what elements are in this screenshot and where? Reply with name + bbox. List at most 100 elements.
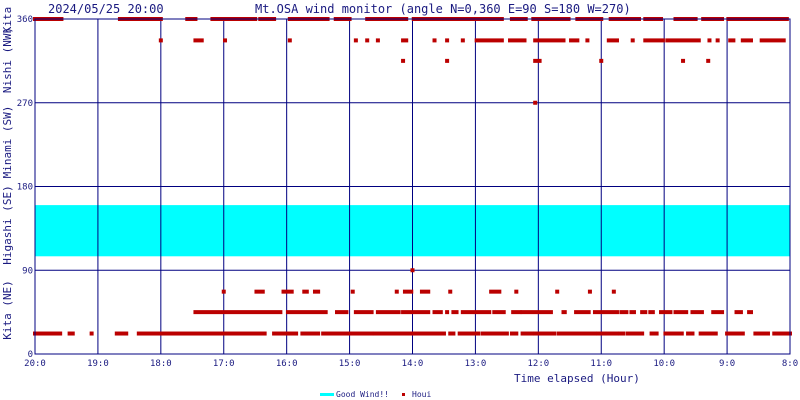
legend-houi-swatch	[402, 393, 405, 396]
x-tick-label: 16:0	[276, 359, 298, 369]
houi-mark	[460, 38, 465, 43]
y-direction-label: Kita (NE)	[1, 280, 14, 340]
houi-mark	[312, 289, 321, 294]
houi-mark	[659, 310, 673, 315]
houi-mark	[365, 38, 370, 43]
houi-mark	[707, 38, 712, 43]
houi-mark	[630, 38, 635, 43]
houi-mark	[401, 38, 409, 43]
y-direction-label: Higashi (SE)	[1, 185, 14, 264]
legend-houi-label: Houi	[412, 390, 431, 399]
houi-mark	[33, 331, 63, 336]
houi-mark	[281, 289, 294, 294]
houi-mark	[419, 289, 431, 294]
houi-mark	[556, 331, 597, 336]
houi-mark	[114, 331, 129, 336]
y-tick-label: 180	[17, 183, 33, 193]
houi-mark	[587, 289, 592, 294]
houi-mark	[413, 331, 446, 336]
houi-mark	[569, 38, 580, 43]
houi-mark	[321, 331, 374, 336]
houi-mark	[300, 331, 321, 336]
houi-mark	[375, 38, 380, 43]
houi-mark	[353, 38, 358, 43]
houi-mark	[480, 331, 509, 336]
houi-mark	[619, 310, 629, 315]
houi-mark	[193, 38, 204, 43]
houi-mark	[448, 331, 456, 336]
houi-mark	[629, 310, 636, 315]
x-tick-label: 10:0	[653, 359, 675, 369]
houi-mark	[285, 310, 328, 315]
houi-mark	[725, 331, 745, 336]
grid-lines	[34, 18, 791, 355]
houi-mark	[410, 268, 415, 273]
houi-mark	[772, 331, 792, 336]
houi-mark	[715, 38, 720, 43]
houi-mark	[372, 331, 415, 336]
houi-mark	[401, 58, 406, 63]
y-direction-label: Kita	[1, 7, 14, 34]
y-tick-label: 360	[17, 15, 33, 25]
houi-mark	[690, 310, 704, 315]
x-tick-label: 20:0	[24, 359, 46, 369]
x-tick-label: 18:0	[150, 359, 172, 369]
houi-mark	[402, 289, 414, 294]
houi-mark	[451, 310, 459, 315]
houi-mark	[89, 331, 94, 336]
houi-mark	[394, 289, 399, 294]
houi-mark	[520, 331, 535, 336]
datetime-label: 2024/05/25 20:00	[48, 2, 164, 16]
houi-mark	[445, 38, 450, 43]
chart-title: Mt.OSA wind monitor (angle N=0,360 E=90 …	[255, 2, 631, 16]
houi-mark	[158, 38, 163, 43]
x-axis-label: Time elapsed (Hour)	[514, 372, 640, 385]
legend-good-wind-swatch	[320, 393, 334, 396]
houi-mark	[533, 331, 557, 336]
houi-mark	[618, 331, 626, 336]
houi-mark	[254, 289, 265, 294]
houi-mark	[561, 310, 567, 315]
houi-mark	[221, 289, 226, 294]
houi-mark	[489, 289, 502, 294]
houi-mark	[460, 310, 492, 315]
legend: Good Wind!! Houi	[320, 390, 431, 399]
y-tick-label: 270	[17, 99, 33, 109]
houi-mark	[596, 331, 607, 336]
x-tick-label: 8:0	[782, 359, 798, 369]
houi-mark	[448, 289, 453, 294]
y-tick-label: 90	[22, 266, 33, 276]
houi-mark	[686, 331, 695, 336]
houi-mark	[533, 38, 566, 43]
houi-mark	[509, 331, 519, 336]
houi-mark	[193, 310, 283, 315]
legend-good-wind-label: Good Wind!!	[336, 390, 389, 399]
houi-mark	[508, 38, 527, 43]
houi-mark	[432, 38, 437, 43]
houi-mark	[640, 310, 648, 315]
houi-mark	[711, 310, 725, 315]
x-tick-label: 14:0	[402, 359, 424, 369]
houi-mark	[272, 331, 299, 336]
houi-mark	[606, 38, 619, 43]
x-tick-labels: 20:0 19:0 18:0 17:0 16:0 15:0 14:0 13:0 12:0 11:0…	[24, 359, 798, 369]
x-tick-label: 12:0	[527, 359, 549, 369]
houi-mark	[681, 58, 686, 63]
houi-mark	[555, 289, 560, 294]
x-tick-label: 13:0	[465, 359, 487, 369]
houi-mark	[648, 310, 655, 315]
houi-mark	[663, 331, 684, 336]
houi-mark	[375, 310, 401, 315]
houi-mark	[665, 38, 701, 43]
y-direction-label: Minami (SW)	[1, 106, 14, 179]
y-direction-labels: Kita (NE) Higashi (SE) Minami (SW) Nishi (N…	[1, 7, 14, 340]
houi-mark	[605, 331, 619, 336]
houi-mark	[302, 289, 309, 294]
houi-mark	[759, 38, 786, 43]
houi-mark	[533, 100, 538, 105]
houi-mark	[335, 310, 349, 315]
houi-mark	[474, 38, 504, 43]
y-direction-label: Nishi (NW)	[1, 27, 14, 93]
houi-mark	[350, 289, 355, 294]
